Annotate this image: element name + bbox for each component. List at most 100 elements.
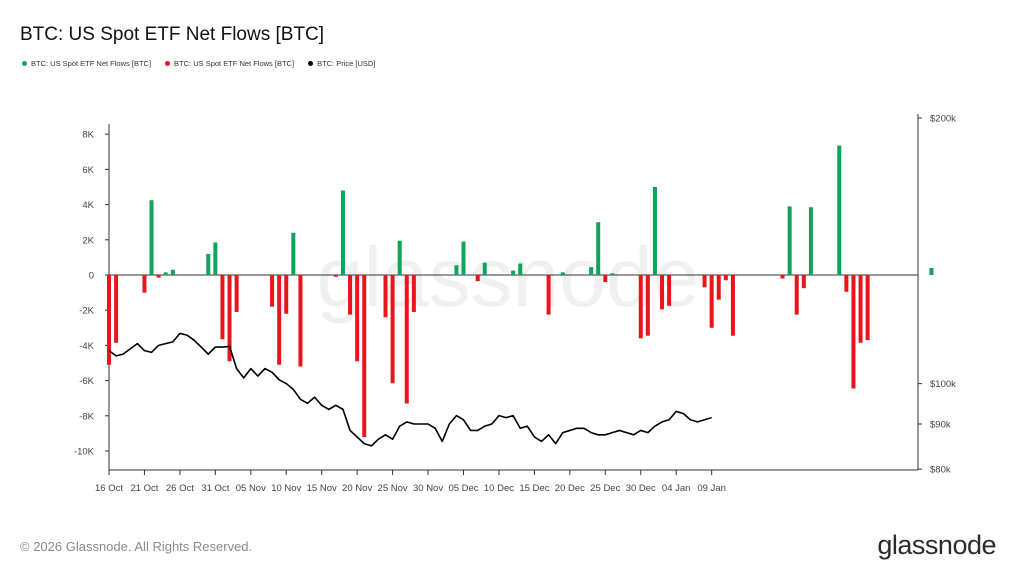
inflow-bar — [482, 262, 487, 275]
x-tick-label: 10 Nov — [271, 483, 301, 494]
y-left-tick-label: 0 — [89, 271, 94, 282]
inflow-bar — [560, 272, 565, 275]
chart-title: BTC: US Spot ETF Net Flows [BTC] — [20, 24, 325, 45]
outflow-bar — [390, 275, 395, 384]
x-tick-label: 31 Oct — [201, 483, 229, 494]
inflow-bar — [610, 273, 615, 275]
y-right-tick-label: $80k — [930, 465, 951, 476]
x-tick-label: 20 Dec — [555, 483, 585, 494]
inflow-bar — [291, 232, 296, 275]
x-tick-label: 10 Dec — [484, 483, 514, 494]
inflow-bar — [461, 241, 466, 275]
legend-item-price[interactable]: BTC: Price [USD] — [308, 59, 375, 68]
outflow-bar — [234, 275, 239, 312]
y-left-tick-label: -4K — [79, 341, 94, 352]
y-right-tick-label: $100k — [930, 379, 956, 390]
y-right-tick-label: $200k — [930, 114, 956, 125]
x-tick-label: 15 Dec — [519, 483, 549, 494]
x-tick-label: 09 Jan — [697, 483, 726, 494]
outflow-bar — [794, 275, 799, 315]
inflow-bar — [808, 207, 813, 275]
outflow-bar — [638, 275, 643, 339]
inflow-bar — [652, 187, 657, 275]
outflow-bar — [660, 275, 665, 310]
outflow-bar — [355, 275, 360, 362]
outflow-bar — [227, 275, 232, 362]
inflow-bar — [170, 269, 175, 275]
outflow-bar — [702, 275, 707, 288]
outflow-bar — [475, 275, 480, 282]
x-tick-label: 05 Nov — [236, 483, 266, 494]
outflow-bar — [333, 275, 338, 277]
outflow-bar — [220, 275, 225, 340]
y-left-tick-label: -2K — [79, 306, 94, 317]
legend-item-outflows[interactable]: BTC: US Spot ETF Net Flows [BTC] — [165, 59, 294, 68]
outflow-bar — [603, 275, 608, 283]
outflow-bar — [411, 275, 416, 312]
outflow-bar — [723, 275, 728, 281]
outflow-bar — [348, 275, 353, 315]
inflow-bar — [511, 270, 516, 275]
outflow-bar — [667, 275, 672, 306]
copyright-notice: © 2026 Glassnode. All Rights Reserved. — [20, 539, 253, 554]
outflow-bar — [709, 275, 714, 328]
legend-marker-outflows — [165, 61, 171, 66]
outflow-bar — [780, 275, 785, 279]
outflow-bar — [851, 275, 856, 389]
outflow-bar — [865, 275, 870, 341]
inflow-bar — [589, 267, 594, 275]
y-left-tick-label: 2K — [82, 235, 94, 246]
legend-label-inflows: BTC: US Spot ETF Net Flows [BTC] — [31, 59, 152, 68]
watermark-text: glassnode — [317, 230, 700, 324]
inflow-bar — [397, 240, 402, 275]
outflow-bar — [730, 275, 735, 336]
x-tick-label: 04 Jan — [662, 483, 691, 494]
inflow-bar — [837, 145, 842, 275]
x-tick-label: 30 Dec — [626, 483, 656, 494]
brand-logo: glassnode — [877, 530, 996, 560]
outflow-bar — [716, 275, 721, 300]
y-left-tick-label: 6K — [82, 165, 94, 176]
inflow-bar — [929, 267, 934, 275]
x-tick-label: 21 Oct — [130, 483, 158, 494]
inflow-bar — [787, 206, 792, 275]
inflow-bar — [340, 190, 345, 275]
inflow-bar — [206, 253, 211, 275]
legend-marker-inflows — [22, 61, 27, 66]
legend-marker-price — [308, 61, 314, 66]
inflow-bar — [518, 263, 523, 275]
inflow-bar — [213, 242, 218, 275]
legend: BTC: US Spot ETF Net Flows [BTC] BTC: US… — [22, 59, 375, 68]
inflow-bar — [163, 272, 168, 275]
outflow-bar — [270, 275, 275, 307]
outflow-bar — [844, 275, 849, 292]
outflow-bar — [107, 275, 111, 365]
x-tick-label: 16 Oct — [95, 483, 123, 494]
price-line — [108, 332, 712, 447]
outflow-bar — [298, 275, 303, 367]
outflow-bar — [801, 275, 806, 289]
outflow-bar — [284, 275, 289, 314]
outflow-bar — [546, 275, 551, 315]
x-tick-label: 20 Nov — [342, 483, 372, 494]
outflow-bar — [383, 275, 388, 318]
y-left-tick-label: -8K — [79, 411, 94, 422]
legend-label-outflows: BTC: US Spot ETF Net Flows [BTC] — [174, 59, 295, 68]
inflow-bar — [149, 200, 154, 275]
y-left-tick-label: -6K — [79, 376, 94, 387]
x-tick-label: 05 Dec — [448, 483, 478, 494]
x-tick-label: 30 Nov — [413, 483, 443, 494]
outflow-bar — [404, 275, 409, 404]
inflow-bar — [454, 265, 459, 275]
y-right-tick-label: $90k — [930, 420, 951, 431]
y-left-tick-label: -10K — [74, 447, 95, 458]
y-left-tick-label: 8K — [82, 130, 94, 141]
legend-item-inflows[interactable]: BTC: US Spot ETF Net Flows [BTC] — [22, 59, 151, 68]
outflow-bar — [362, 275, 367, 437]
x-tick-label: 15 Nov — [307, 483, 337, 494]
inflow-bar — [596, 222, 601, 275]
outflow-bar — [156, 275, 161, 278]
outflow-bar — [114, 275, 119, 343]
outflow-bar — [858, 275, 863, 343]
